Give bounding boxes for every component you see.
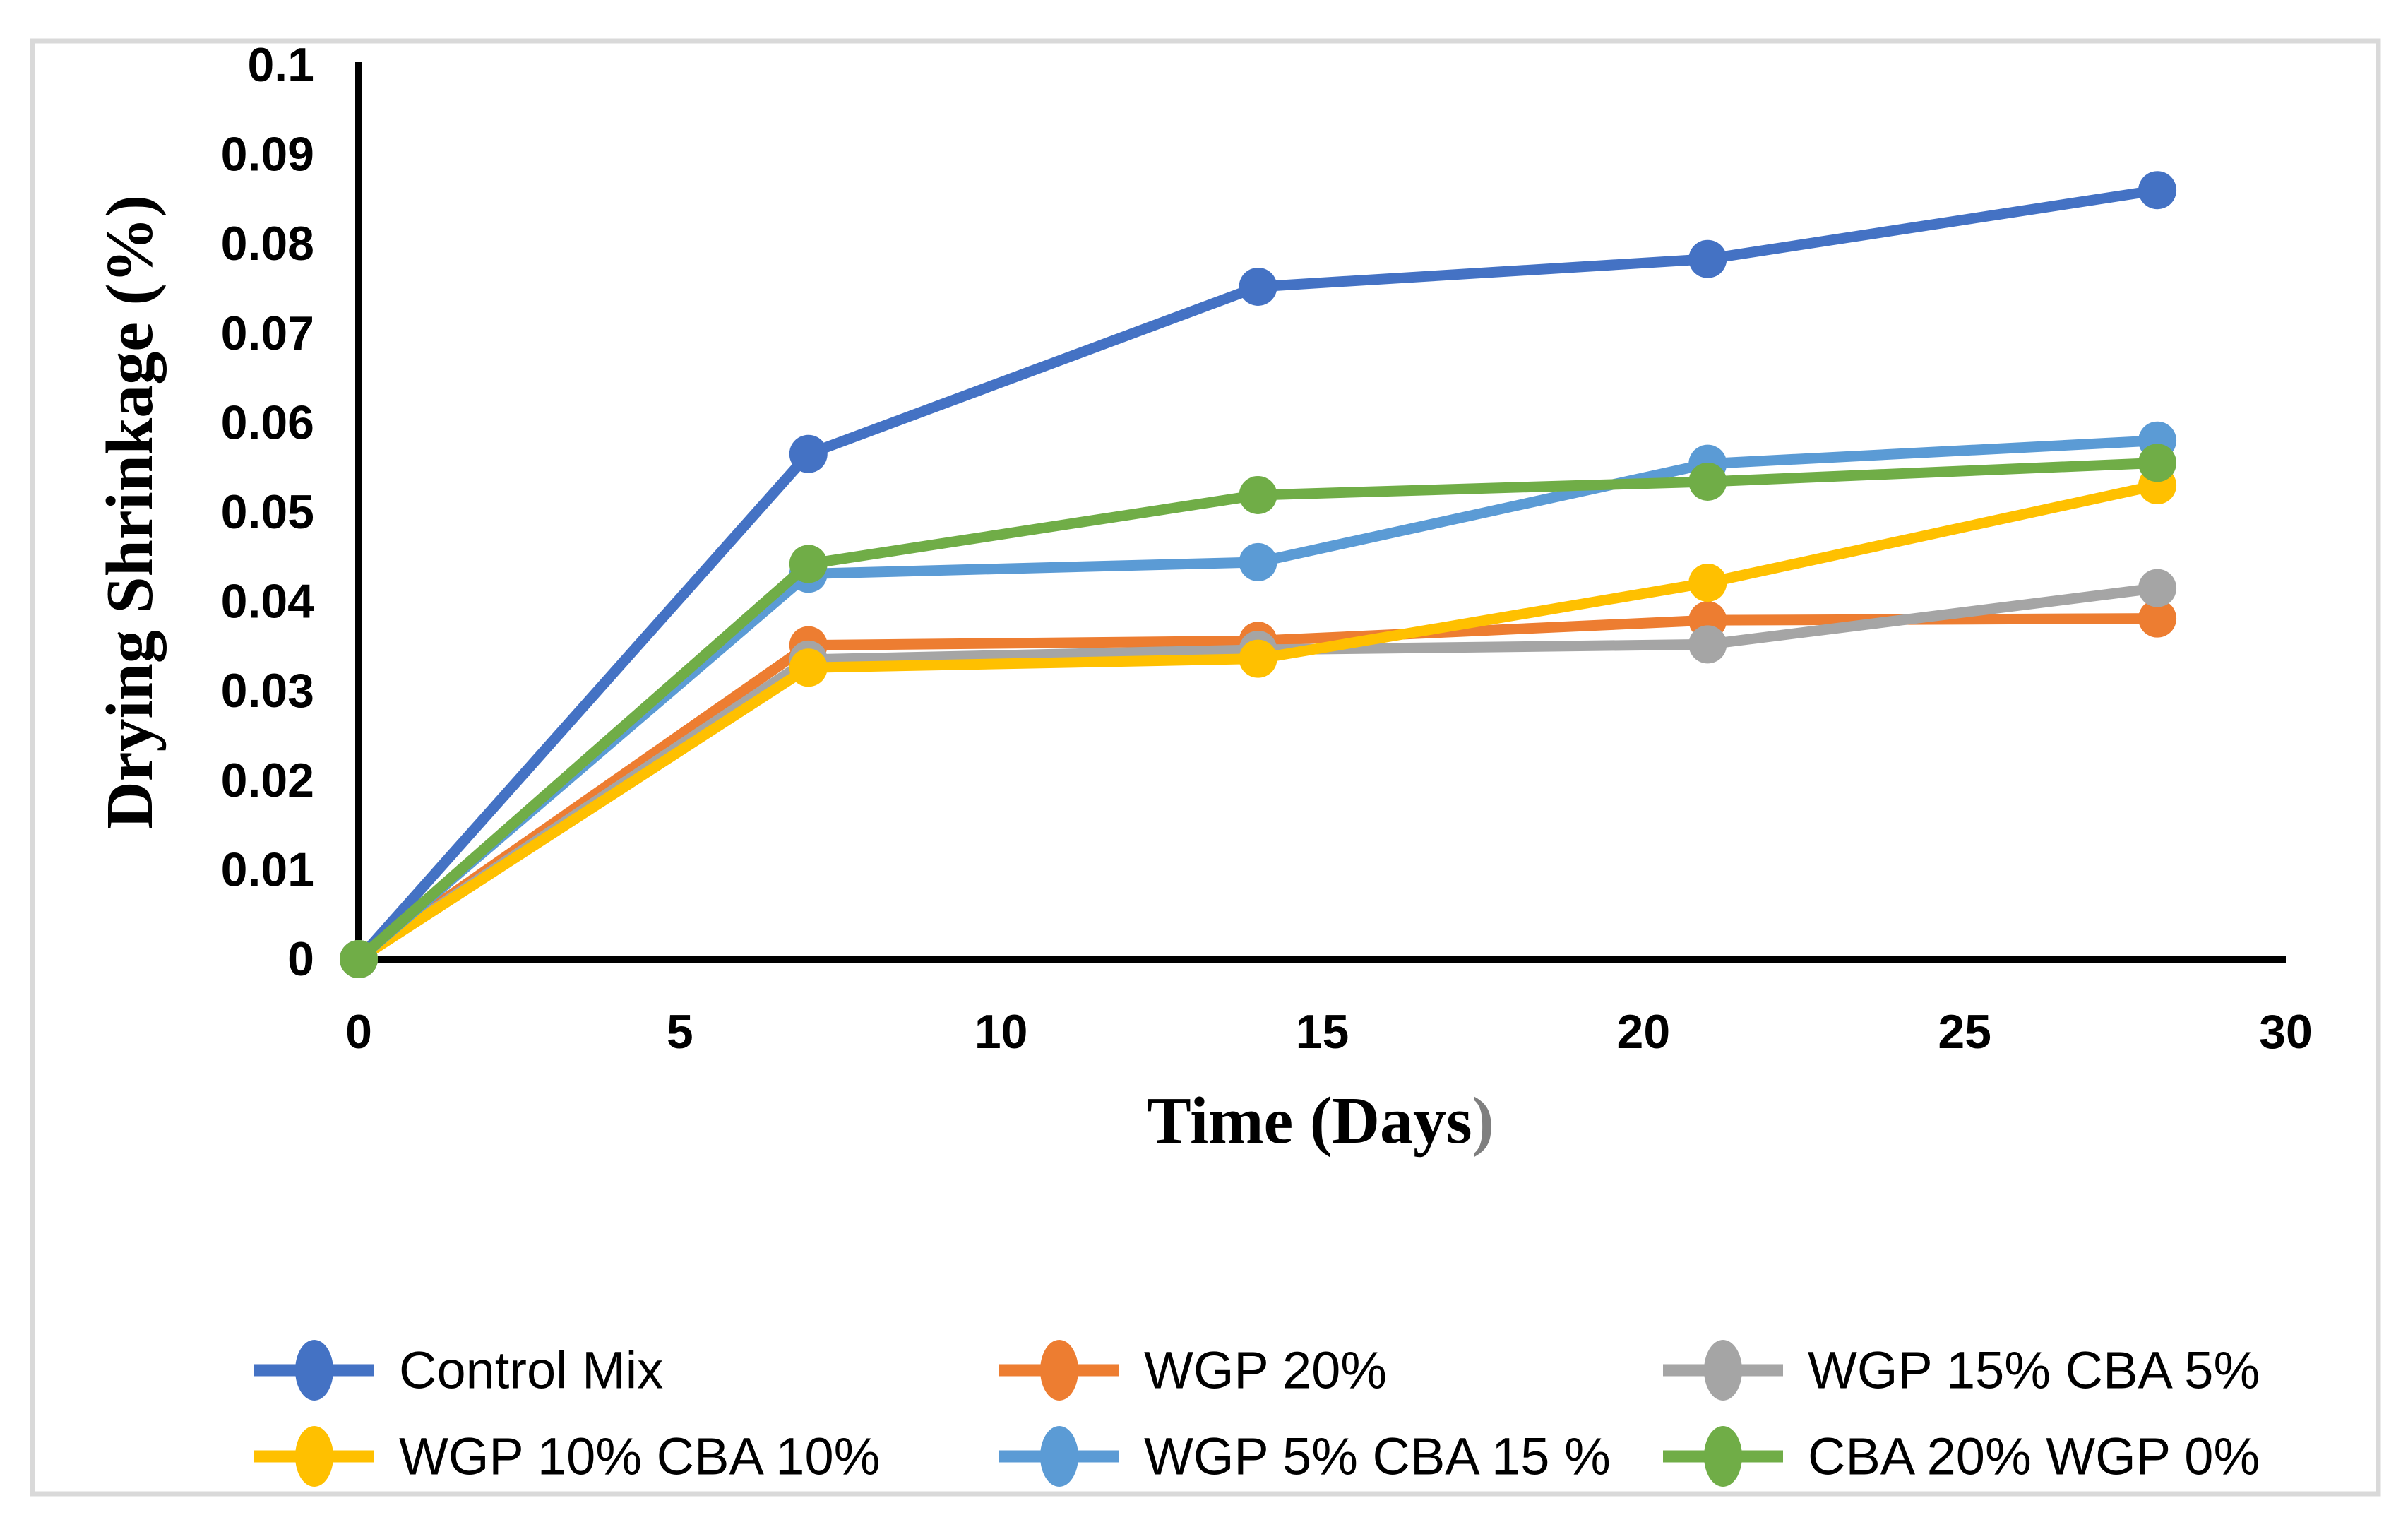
data-point-control-mix-day-7 [789,434,828,473]
legend-dot-marker-icon [1704,1340,1742,1401]
legend-label: WGP 10% CBA 10% [399,1427,880,1486]
x-axis-title-paren: ) [1472,1084,1494,1158]
data-point-wgp-15-cba-5-day-28 [2138,569,2177,607]
legend-item-wgp-5-cba-15: WGP 5% CBA 15 % [999,1426,1611,1487]
data-point-wgp-20-day-28 [2138,599,2177,638]
data-point-cba-20-wgp-0-day-0 [340,940,378,978]
data-point-cba-20-wgp-0-day-28 [2138,444,2177,482]
data-point-cba-20-wgp-0-day-21 [1688,462,1727,501]
x-tick-label-20: 20 [1617,1005,1671,1059]
legend-dot-marker-icon [1704,1426,1742,1487]
y-axis-tick-labels: 0 0.01 0.02 0.03 0.04 0.05 0.06 0.07 0.08 0.09 0.1 [221,38,315,986]
data-point-wgp-5-cba-15-day-14 [1239,542,1277,581]
data-point-control-mix-day-14 [1239,267,1277,306]
legend-label: WGP 20% [1144,1341,1387,1400]
legend-dot-marker-icon [1040,1340,1078,1401]
y-tick-label-0.02: 0.02 [221,754,314,807]
legend-label: WGP 15% CBA 5% [1808,1341,2260,1400]
legend-dot-marker-icon [295,1340,333,1401]
y-tick-label-0.09: 0.09 [221,128,314,182]
y-tick-label-0.1: 0.1 [247,38,314,92]
x-tick-label-10: 10 [974,1005,1028,1059]
x-tick-label-5: 5 [667,1005,693,1059]
data-point-control-mix-day-21 [1688,239,1727,278]
y-tick-label-0.05: 0.05 [221,485,314,539]
series-cba-20-wgp-0 [340,444,2177,978]
legend-item-control-mix: Control Mix [254,1340,663,1401]
y-tick-label-0.01: 0.01 [221,843,314,896]
y-tick-label-0.06: 0.06 [221,396,314,449]
y-tick-label-0.07: 0.07 [221,307,314,360]
data-point-wgp-10-cba-10-day-21 [1688,564,1727,602]
data-point-wgp-10-cba-10-day-14 [1239,639,1277,678]
series-line-wgp-5-cba-15 [355,435,2158,963]
x-axis-title-main: Time (Days [1147,1084,1472,1158]
legend-item-cba-20-wgp-0: CBA 20% WGP 0% [1663,1426,2260,1487]
figure-border [30,38,2381,1497]
x-tick-label-0: 0 [345,1005,372,1059]
x-tick-label-30: 30 [2259,1005,2313,1059]
data-point-control-mix-day-28 [2138,171,2177,210]
x-tick-label-15: 15 [1296,1005,1349,1059]
data-point-wgp-15-cba-5-day-21 [1688,625,1727,664]
legend-dot-marker-icon [295,1426,333,1487]
legend-label: WGP 5% CBA 15 % [1144,1427,1611,1486]
legend: Control Mix WGP 20% WGP 15% CBA 5% WGP 10% … [254,1340,2260,1487]
y-tick-label-0.03: 0.03 [221,664,314,718]
legend-dot-marker-icon [1040,1426,1078,1487]
x-axis-title: Time (Days) [1147,1084,1494,1158]
data-point-cba-20-wgp-0-day-7 [789,545,828,583]
x-axis-tick-labels: 0 5 10 15 20 25 30 [345,1005,2313,1059]
y-tick-label-0: 0 [287,932,314,986]
y-tick-label-0.08: 0.08 [221,217,314,271]
data-point-wgp-10-cba-10-day-7 [789,648,828,687]
legend-item-wgp-20: WGP 20% [999,1340,1387,1401]
x-tick-label-25: 25 [1938,1005,1991,1059]
legend-label: Control Mix [399,1341,663,1400]
y-axis-title: Drying Shrinkage (%) [93,195,167,829]
series-line-cba-20-wgp-0 [355,457,2158,963]
series-wgp-10-cba-10 [340,466,2177,978]
plot-series [340,171,2177,978]
y-tick-label-0.04: 0.04 [221,575,315,629]
legend-item-wgp-10-cba-10: WGP 10% CBA 10% [254,1426,880,1487]
legend-item-wgp-15-cba-5: WGP 15% CBA 5% [1663,1340,2260,1401]
legend-label: CBA 20% WGP 0% [1808,1427,2260,1486]
data-point-cba-20-wgp-0-day-14 [1239,475,1277,514]
